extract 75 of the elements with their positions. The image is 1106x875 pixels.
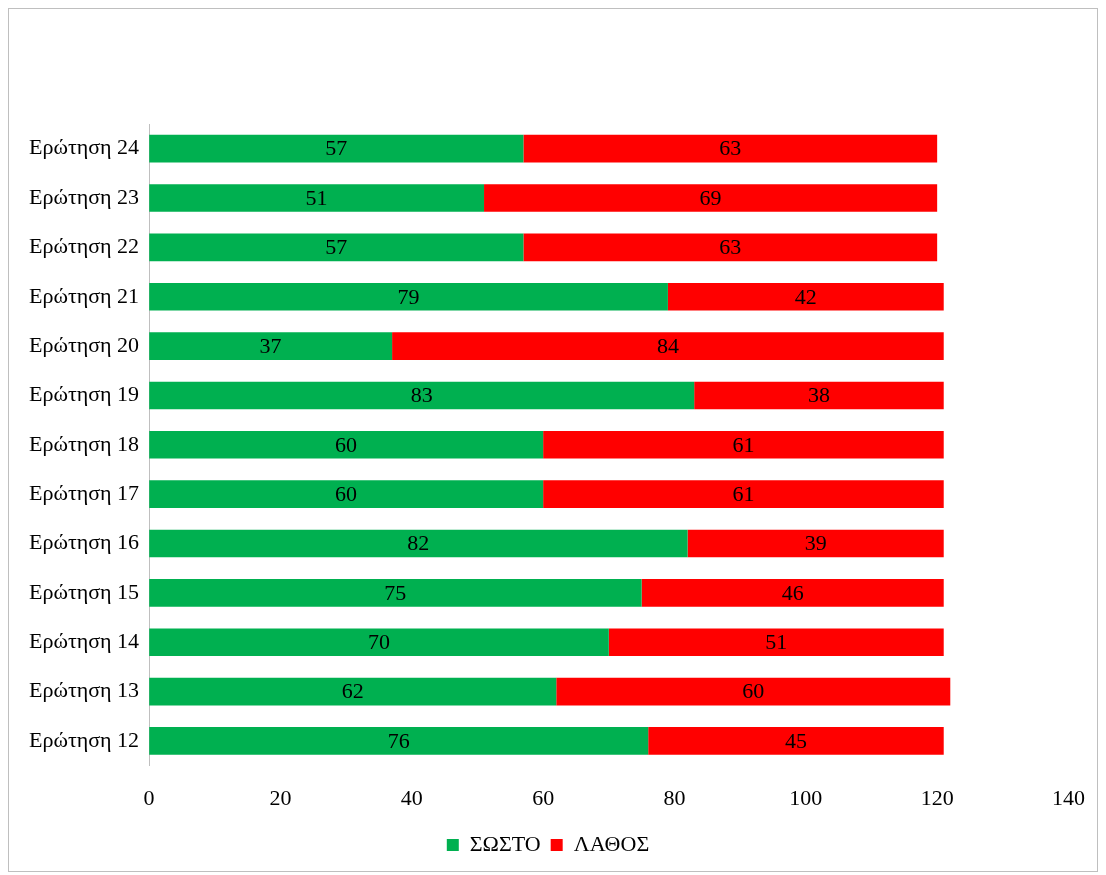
data-label: 51 [765, 629, 788, 654]
x-tick-label: 40 [400, 784, 423, 810]
x-tick-label: 140 [1052, 784, 1085, 810]
bar [392, 332, 944, 360]
bar [523, 134, 938, 163]
bar [149, 677, 557, 706]
x-tick-label: 80 [663, 784, 686, 810]
bar [543, 480, 944, 508]
legend-label: ΛΑΘΟΣ [573, 830, 650, 856]
bar [149, 430, 544, 459]
y-tick-label: Ερώτηση 23 [29, 183, 140, 209]
data-label: 62 [341, 678, 364, 704]
x-tick-label: 20 [269, 784, 292, 810]
data-label: 60 [742, 678, 765, 704]
bar [484, 184, 938, 212]
data-label: 76 [387, 727, 410, 753]
data-label: 82 [407, 530, 430, 556]
bar [149, 282, 668, 311]
y-tick-label: Ερώτηση 21 [29, 282, 140, 308]
x-tick-label: 60 [532, 784, 555, 810]
bar [149, 332, 393, 360]
legend-label: ΣΩΣΤΟ [469, 830, 541, 856]
data-label: 57 [325, 135, 348, 161]
data-label: 69 [699, 184, 722, 210]
bar [608, 628, 944, 657]
data-label: 57 [325, 234, 348, 260]
data-label: 75 [384, 579, 407, 605]
y-tick-label: Ερώτηση 15 [29, 578, 140, 604]
bar [667, 282, 944, 311]
bar [648, 727, 944, 755]
y-tick-label: Ερώτηση 13 [29, 677, 140, 703]
y-tick-label: Ερώτηση 20 [29, 331, 140, 357]
y-tick-label: Ερώτηση 19 [29, 381, 140, 407]
y-tick-label: Ερώτηση 22 [29, 233, 140, 259]
data-label: 51 [305, 184, 328, 210]
data-label: 60 [335, 480, 358, 506]
y-tick-label: Ερώτηση 16 [29, 529, 140, 555]
data-label: 42 [794, 283, 817, 309]
bar [149, 628, 609, 657]
data-label: 37 [259, 332, 282, 358]
data-label: 46 [781, 579, 804, 605]
bar [149, 579, 642, 607]
bar [543, 430, 944, 459]
bar [149, 184, 485, 212]
data-label: 70 [367, 629, 390, 654]
bar [641, 579, 944, 607]
bar [149, 381, 695, 410]
data-label: 60 [335, 431, 358, 457]
bar [149, 233, 524, 262]
data-label: 39 [804, 530, 827, 556]
data-label: 61 [732, 480, 755, 506]
x-tick-label: 0 [143, 784, 155, 810]
y-tick-label: Ερώτηση 14 [29, 628, 140, 653]
x-tick-label: 120 [920, 784, 954, 810]
bar [694, 381, 944, 410]
bar [149, 727, 649, 755]
data-label: 63 [719, 135, 742, 161]
data-label: 61 [732, 431, 755, 457]
bar [149, 480, 544, 508]
bar [149, 529, 688, 558]
y-tick-label: Ερώτηση 24 [29, 134, 140, 160]
bar [687, 529, 944, 558]
y-tick-label: Ερώτηση 18 [29, 430, 140, 456]
data-label: 84 [656, 332, 679, 358]
y-tick-label: Ερώτηση 12 [29, 726, 140, 752]
data-label: 83 [410, 382, 433, 408]
x-tick-label: 100 [789, 784, 823, 810]
data-label: 79 [397, 283, 420, 309]
data-label: 63 [719, 234, 742, 260]
bar [523, 233, 938, 262]
bar [556, 677, 951, 706]
bar [149, 134, 524, 163]
y-tick-label: Ερώτηση 17 [29, 479, 140, 505]
data-label: 38 [807, 382, 830, 408]
data-label: 45 [784, 727, 807, 753]
